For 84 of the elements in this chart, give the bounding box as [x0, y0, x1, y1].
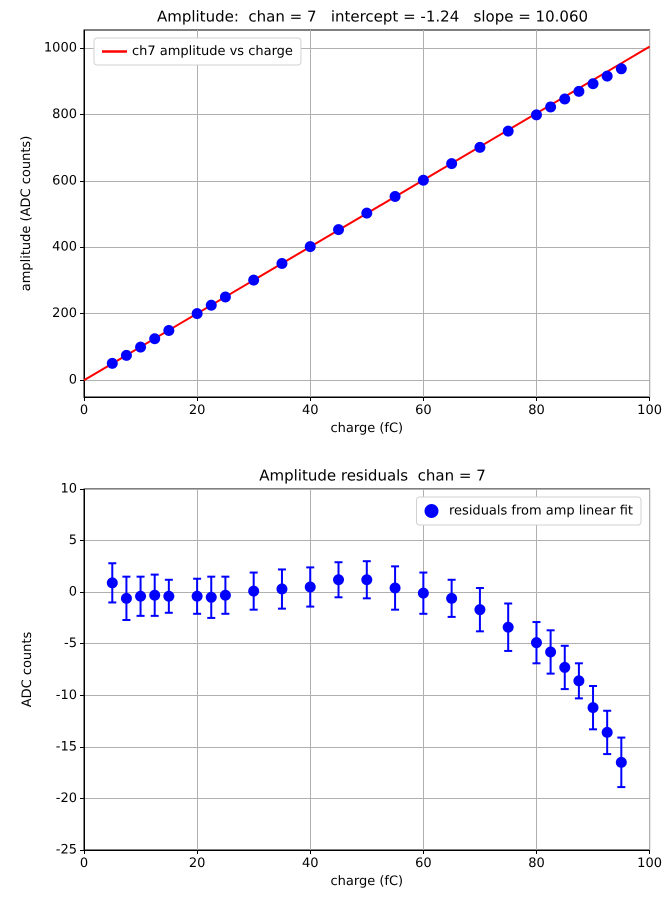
point [559, 662, 570, 673]
point [106, 358, 118, 369]
point [276, 584, 288, 595]
point [192, 590, 203, 602]
point [573, 86, 584, 97]
point [120, 592, 132, 604]
point [120, 350, 132, 361]
point [474, 604, 486, 616]
point [106, 577, 118, 588]
y-tick-label: 10 [60, 482, 77, 496]
y-tick-label: 1000 [44, 40, 77, 56]
point [192, 308, 203, 320]
point [502, 126, 514, 137]
y-axis-title: ADC counts [20, 631, 35, 708]
point [149, 590, 160, 601]
x-tick-label: 0 [80, 856, 88, 871]
y-tick-label: -20 [56, 790, 77, 806]
y-axis-title: amplitude (ADC counts) [19, 136, 34, 292]
point [390, 582, 401, 594]
x-tick-label: 100 [637, 856, 662, 871]
point [530, 637, 542, 648]
x-tick-label: 20 [188, 403, 206, 418]
y-tick-label: 600 [52, 173, 77, 188]
x-axis-title: charge (fC) [330, 874, 404, 889]
y-tick-label: -15 [56, 739, 77, 754]
y-tick-label: -10 [56, 688, 77, 703]
point [616, 63, 627, 74]
x-tick-label: 20 [188, 856, 206, 871]
y-tick-label: 0 [68, 584, 77, 600]
point [304, 581, 316, 592]
y-tick-label: 5 [68, 533, 77, 548]
point [333, 224, 344, 236]
y-tick-label: -5 [64, 636, 77, 652]
point [418, 174, 429, 186]
point [474, 142, 486, 153]
x-tick-label: 40 [302, 403, 319, 418]
point [135, 342, 146, 353]
point [220, 292, 231, 302]
point [446, 158, 458, 170]
x-tick-label: 100 [637, 403, 662, 418]
point [530, 109, 542, 120]
x-tick-label: 60 [415, 403, 432, 418]
point [163, 325, 174, 336]
point [135, 590, 146, 602]
y-tick-label: 200 [52, 306, 77, 322]
point [418, 588, 429, 599]
x-tick-label: 40 [302, 856, 319, 871]
point [248, 586, 260, 597]
x-tick-label: 80 [528, 403, 545, 418]
y-tick-label: -25 [56, 842, 77, 858]
point [361, 208, 372, 219]
y-tick-label: 800 [52, 107, 77, 122]
y-tick-label: 0 [68, 372, 77, 388]
point [446, 592, 458, 604]
x-tick-label: 80 [528, 856, 545, 871]
point [163, 590, 174, 602]
point [588, 78, 599, 90]
x-tick-label: 0 [80, 403, 88, 418]
legend-label: ch7 amplitude vs charge [132, 44, 293, 59]
point [588, 702, 599, 714]
y-tick-label: 400 [52, 240, 77, 255]
point [602, 70, 613, 82]
x-tick-label: 60 [415, 856, 432, 871]
legend-label: residuals from amp linear fit [448, 504, 634, 518]
chart-title: Amplitude residuals chan = 7 [259, 466, 486, 484]
point [602, 726, 613, 738]
point [206, 592, 217, 603]
point [220, 590, 231, 601]
point [616, 756, 627, 768]
point [573, 675, 584, 686]
point [559, 93, 570, 104]
point [248, 274, 260, 286]
x-axis-title: charge (fC) [330, 421, 404, 436]
point [276, 258, 288, 269]
point [390, 191, 401, 202]
chart-title: Amplitude: chan = 7 intercept = -1.24 slope = 10.060 [156, 8, 588, 26]
point [149, 333, 160, 344]
point [545, 646, 556, 658]
point [502, 622, 514, 633]
point [206, 300, 217, 311]
point [333, 574, 344, 586]
point [304, 241, 316, 252]
point [545, 101, 556, 112]
point [361, 574, 372, 586]
